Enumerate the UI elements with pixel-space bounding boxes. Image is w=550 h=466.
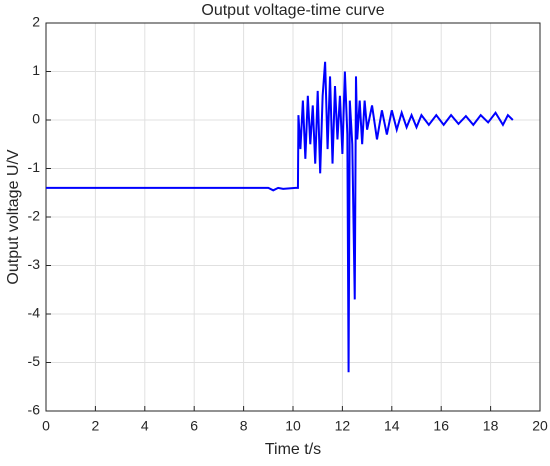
data-line [46,61,514,373]
x-tick-label: 18 [483,418,499,434]
y-tick-label: -3 [28,256,41,272]
x-tick-label: 20 [532,418,548,434]
y-axis-label: Output voltage U/V [5,149,22,285]
plot-frame [45,22,541,412]
y-tick-label: -2 [28,208,41,224]
y-tick-label: -5 [28,353,41,369]
y-tick-label: -6 [28,402,41,418]
x-tick-label: 14 [384,418,400,434]
x-tick-label: 0 [42,418,50,434]
y-tick-label: 1 [32,62,40,78]
x-tick-label: 6 [190,418,198,434]
y-tick-label: -1 [28,159,41,175]
x-tick-label: 8 [240,418,248,434]
y-tick-label: 0 [32,111,40,127]
x-tick-label: 10 [285,418,301,434]
x-tick-label: 2 [92,418,100,434]
y-tick-label: -4 [28,305,41,321]
x-tick-label: 4 [141,418,149,434]
x-axis-label: Time t/s [265,441,321,458]
chart-title: Output voltage-time curve [201,2,384,19]
x-tick-label: 12 [335,418,351,434]
y-tick-label: 2 [32,14,40,30]
x-tick-label: 16 [433,418,449,434]
